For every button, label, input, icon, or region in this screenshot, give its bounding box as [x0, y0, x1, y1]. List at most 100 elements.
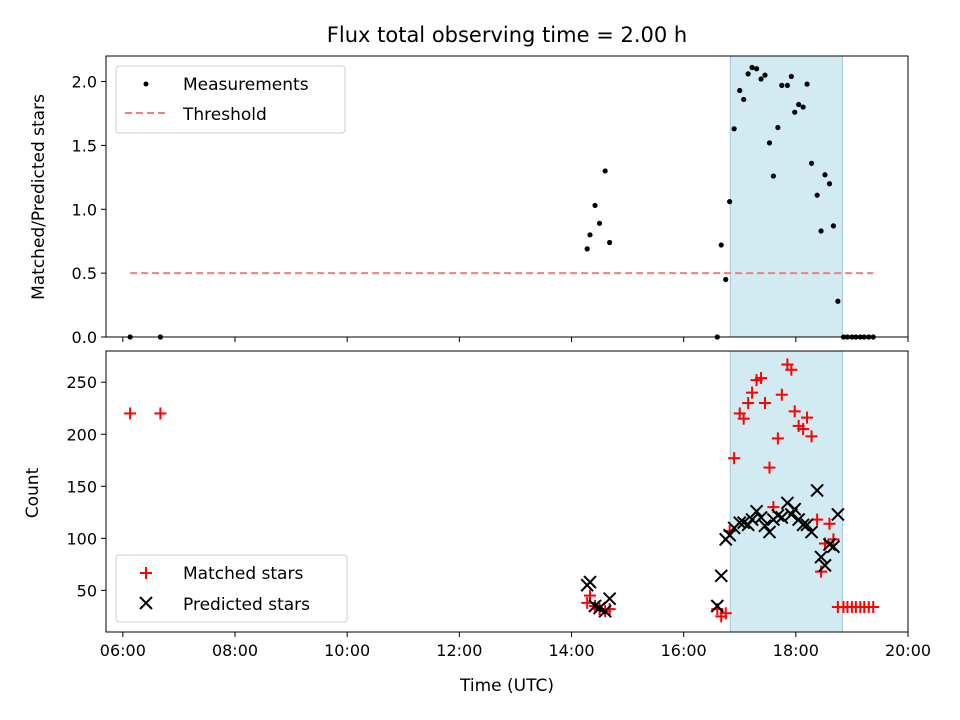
- matched-stars-point: [815, 565, 828, 578]
- bottom-y-axis-label: Count: [23, 467, 43, 518]
- legend-marker-predicted: [139, 596, 153, 610]
- top-plot-frame: [105, 55, 909, 338]
- matched-stars-point: [719, 607, 732, 620]
- predicted-stars-point: [602, 591, 617, 606]
- matched-stars-point: [771, 432, 784, 445]
- measurement-point: [835, 298, 841, 304]
- matched-stars-point: [737, 412, 750, 425]
- predicted-stars-point: [788, 502, 802, 516]
- matched-stars-point: [603, 603, 616, 616]
- measurement-point: [784, 82, 791, 88]
- bottom-x-ticks: 06:00 08:00 10:00 12:00 14:00 16:00 18:00 20:00: [100, 632, 931, 660]
- measurement-point: [808, 160, 815, 166]
- predicted-stars-point: [818, 558, 832, 573]
- matched-stars-point: [742, 397, 755, 410]
- bottom-legend: Matched stars Predicted stars: [115, 554, 348, 623]
- measurement-point: [584, 246, 590, 252]
- predicted-stars-point: [775, 510, 789, 525]
- top-y-axis-label: Matched/Predicted stars: [29, 94, 49, 300]
- predicted-stars-point: [749, 504, 764, 518]
- matched-stars-point: [823, 517, 836, 530]
- y-tick-label: 200: [66, 425, 97, 444]
- predicted-stars-point: [710, 599, 725, 613]
- predicted-stars-point: [583, 575, 597, 589]
- highlight-span-top: [729, 55, 843, 338]
- matched-stars-point: [728, 452, 741, 465]
- y-tick-label: 1.5: [72, 136, 97, 155]
- measurement-point: [800, 104, 806, 110]
- measurement-point: [775, 124, 781, 131]
- measurement-point: [796, 101, 802, 108]
- top-panel: 0.00.51.01.52.0 Matched/Predicted stars …: [29, 55, 909, 347]
- matched-stars-point: [746, 386, 759, 399]
- predicted-stars-point: [804, 525, 819, 539]
- matched-stars-point: [867, 601, 880, 614]
- x-tick-label: 08:00: [212, 641, 258, 660]
- bottom-series: [124, 358, 880, 623]
- measurement-point: [818, 228, 824, 234]
- matched-stars-point: [801, 411, 814, 424]
- measurement-point: [804, 81, 810, 87]
- matched-stars-point: [758, 397, 771, 410]
- measurement-point: [758, 76, 764, 82]
- legend-label-measurements: Measurements: [183, 75, 309, 95]
- predicted-stars-point: [814, 550, 828, 564]
- measurement-point: [741, 96, 747, 103]
- measurement-point: [753, 66, 760, 72]
- x-tick-label: 20:00: [885, 641, 931, 660]
- predicted-stars-point: [714, 569, 728, 583]
- measurement-point: [766, 140, 773, 146]
- bottom-plot-frame: [105, 350, 909, 633]
- measurement-point: [727, 199, 733, 205]
- measurement-point: [822, 172, 828, 178]
- matched-stars-point: [775, 388, 788, 401]
- measurement-point: [826, 181, 833, 187]
- measurement-point: [779, 82, 785, 88]
- y-tick-label: 250: [66, 373, 97, 392]
- predicted-stars-point: [736, 516, 751, 530]
- measurement-point: [723, 276, 729, 283]
- legend-label-threshold: Threshold: [182, 105, 267, 125]
- matched-stars-point: [788, 405, 801, 418]
- matched-stars-point: [785, 363, 798, 376]
- x-tick-label: 18:00: [773, 641, 819, 660]
- y-tick-label: 2.0: [72, 73, 97, 92]
- x-tick-label: 06:00: [100, 641, 146, 660]
- measurement-point: [592, 202, 598, 209]
- matched-stars-point: [763, 461, 776, 474]
- predicted-stars-point: [771, 508, 785, 523]
- predicted-stars-point: [588, 599, 602, 613]
- chart-title: Flux total observing time = 2.00 h: [327, 23, 687, 47]
- predicted-stars-point: [800, 518, 814, 532]
- legend-label-matched: Matched stars: [183, 564, 303, 584]
- x-axis-label: Time (UTC): [459, 676, 554, 696]
- top-series: [127, 64, 876, 340]
- measurement-point: [602, 168, 608, 174]
- x-tick-label: 14:00: [548, 641, 594, 660]
- measurement-point: [587, 232, 593, 238]
- measurement-point: [737, 87, 743, 94]
- measurement-point: [762, 72, 768, 78]
- predicted-stars-point: [762, 525, 777, 539]
- predicted-stars-point: [822, 537, 837, 552]
- measurement-point: [731, 126, 737, 132]
- predicted-stars-point: [826, 539, 841, 554]
- y-tick-label: 100: [66, 529, 97, 548]
- measurement-point: [718, 242, 724, 248]
- x-tick-label: 12:00: [436, 641, 482, 660]
- measurement-point: [830, 223, 837, 229]
- y-tick-label: 50: [77, 581, 97, 600]
- predicted-stars-point: [722, 528, 737, 542]
- measurement-point: [788, 73, 794, 80]
- top-x-ticks: [122, 337, 909, 342]
- matched-stars-point: [124, 407, 137, 420]
- top-y-ticks: 0.0 0.5 1.0 1.5 2.0: [72, 73, 106, 347]
- measurement-point: [607, 239, 613, 246]
- bottom-panel: 50 100 150 200 250 06:00 08:00 10:00 12:00 14:00…: [23, 350, 931, 696]
- predicted-stars-point: [598, 604, 612, 618]
- y-tick-label: 0.0: [72, 328, 97, 347]
- x-tick-label: 10:00: [324, 641, 370, 660]
- measurement-point: [596, 220, 603, 226]
- matched-stars-point: [154, 407, 167, 420]
